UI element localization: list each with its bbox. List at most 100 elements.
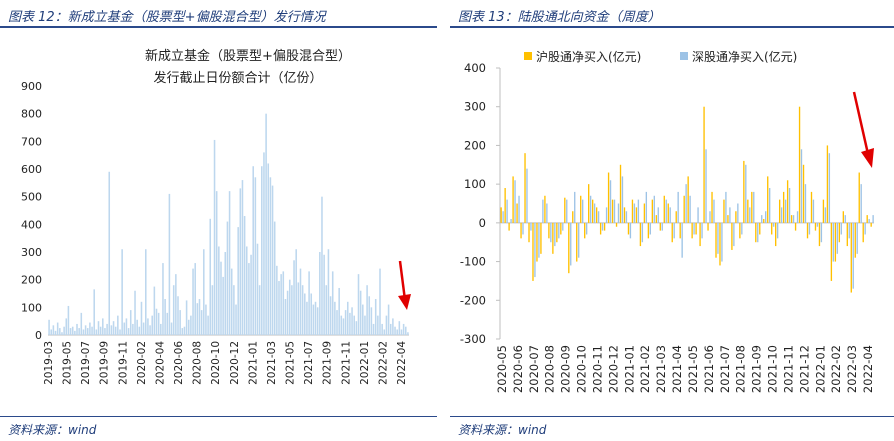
left-bar — [398, 321, 401, 335]
left-bar — [168, 193, 171, 335]
left-bar — [383, 329, 386, 335]
left-x-tick-label: 2021-01 — [247, 341, 259, 385]
left-bar — [162, 263, 164, 335]
right-source: 资料来源：wind — [458, 423, 547, 437]
right-bar-sz — [669, 207, 671, 223]
right-bar-sz — [657, 207, 659, 223]
right-bar-sz — [522, 222, 524, 235]
right-bar-sz — [713, 199, 715, 223]
left-bar — [269, 177, 272, 335]
right-bar-sz — [776, 222, 779, 239]
right-bar-sh — [667, 203, 669, 223]
right-bar-sz — [585, 222, 588, 235]
left-bar — [99, 326, 102, 335]
right-bar-sz — [824, 207, 827, 223]
right-bar-sz — [701, 222, 703, 239]
right-bar-sz — [745, 164, 747, 223]
left-bar — [200, 310, 203, 335]
right-bar-sz — [749, 207, 751, 223]
left-bar — [89, 322, 91, 335]
right-bar-sh — [846, 222, 848, 247]
left-bar — [396, 329, 398, 335]
right-x-tick-label: 2021-08 — [734, 345, 748, 393]
left-bar — [261, 166, 263, 335]
right-bar-sz — [872, 215, 874, 223]
right-bar-sh — [580, 195, 582, 223]
left-bar — [97, 321, 100, 335]
left-bar — [181, 328, 184, 335]
right-bar-sh — [818, 222, 821, 247]
right-bar-sh — [763, 218, 765, 223]
left-bar — [207, 315, 209, 335]
left-y-tick-label: 100 — [21, 301, 42, 314]
left-bar — [80, 312, 83, 335]
left-bar — [177, 296, 179, 335]
right-bar-sh — [576, 222, 578, 262]
legend-swatch-sz — [680, 52, 688, 60]
right-bar-sh — [651, 199, 654, 223]
right-bar-sz — [633, 203, 636, 223]
left-y-tick-label: 200 — [21, 274, 42, 287]
right-bar-sz — [868, 218, 870, 223]
left-bar — [183, 326, 186, 335]
right-y-tick-label: 0 — [479, 216, 486, 230]
left-bar — [71, 326, 74, 335]
right-x-tick-label: 2021-04 — [670, 345, 684, 393]
right-bar-sh — [623, 207, 626, 223]
right-bar-sh — [719, 222, 721, 266]
right-bar-sh — [806, 222, 809, 239]
right-x-tick-label: 2021-03 — [654, 345, 668, 393]
left-bar — [164, 299, 166, 335]
right-bar-sz — [769, 188, 771, 223]
right-x-tick-label: 2021-07 — [718, 345, 732, 393]
left-bar — [215, 191, 218, 335]
left-bar — [213, 139, 216, 335]
left-bar — [334, 301, 336, 335]
left-bar — [267, 163, 270, 335]
left-bar — [104, 328, 106, 335]
left-bar — [160, 323, 162, 335]
right-bar-sh — [810, 191, 813, 223]
left-x-tick-label: 2019-11 — [117, 341, 129, 385]
right-bar-sh — [572, 211, 574, 223]
left-bar — [392, 318, 394, 335]
left-bar — [280, 274, 282, 335]
right-x-tick-label: 2021-01 — [622, 345, 636, 393]
right-y-tick-label: 400 — [464, 61, 486, 75]
right-title-divider — [450, 26, 894, 28]
left-chart-subtitle: 发行截止日份额合计（亿份） — [153, 70, 322, 86]
left-bar — [346, 301, 349, 335]
left-bar — [308, 271, 310, 335]
right-bar-sz — [629, 222, 632, 239]
left-bar — [310, 293, 313, 335]
left-bar — [175, 274, 177, 335]
right-bar-sz — [570, 222, 572, 266]
right-bar-sz — [788, 188, 791, 223]
right-bar-sz — [550, 222, 552, 243]
right-bar-sh — [643, 203, 646, 223]
right-bar-sh — [504, 188, 506, 223]
right-bar-sh — [782, 191, 785, 223]
left-bar — [366, 285, 368, 335]
right-bar-sz — [562, 222, 564, 231]
right-bar-sh — [790, 215, 793, 223]
left-bar — [359, 290, 362, 335]
left-bar — [226, 221, 229, 335]
left-bar — [170, 322, 173, 335]
left-bar — [155, 308, 158, 335]
left-bar — [233, 285, 235, 335]
right-bar-sz — [681, 222, 683, 258]
left-bar — [172, 285, 175, 335]
right-bar-sz — [506, 199, 508, 223]
left-bar — [211, 285, 214, 335]
right-bar-sz — [737, 203, 739, 223]
left-bar — [263, 152, 265, 335]
left-bar — [327, 249, 330, 335]
right-bar-sz — [852, 222, 854, 289]
left-bar — [74, 330, 76, 335]
right-panel: 图表 13：陆股通北向资金（周度） 沪股通净买入(亿元) 深股通净买入(亿元) … — [450, 0, 894, 441]
right-bar-sz — [729, 207, 731, 223]
left-bar — [271, 185, 274, 335]
left-bar — [147, 318, 149, 335]
left-bar — [63, 326, 65, 335]
